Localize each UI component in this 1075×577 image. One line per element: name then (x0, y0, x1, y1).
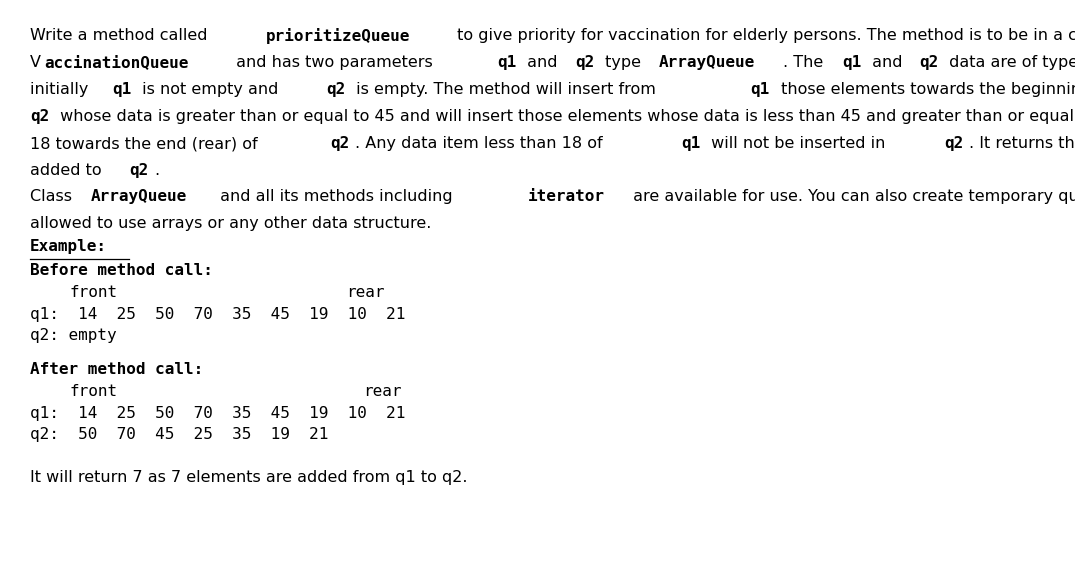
Text: accinationQueue: accinationQueue (44, 55, 189, 70)
Text: q1: q1 (842, 55, 861, 70)
Text: q1: q1 (498, 55, 517, 70)
Text: will not be inserted in: will not be inserted in (706, 136, 891, 151)
Text: q2: q2 (575, 55, 594, 70)
Text: rear: rear (346, 285, 385, 300)
Text: . The: . The (784, 55, 829, 70)
Text: V: V (30, 55, 41, 70)
Text: q2:  50  70  45  25  35  19  21: q2: 50 70 45 25 35 19 21 (30, 427, 329, 442)
Text: After method call:: After method call: (30, 362, 203, 377)
Text: is not empty and: is not empty and (137, 82, 284, 97)
Text: added to: added to (30, 163, 106, 178)
Text: prioritizeQueue: prioritizeQueue (266, 28, 411, 44)
Text: ArrayQueue: ArrayQueue (659, 55, 756, 70)
Text: q1: q1 (682, 136, 701, 151)
Text: q1:  14  25  50  70  35  45  19  10  21: q1: 14 25 50 70 35 45 19 10 21 (30, 406, 405, 421)
Text: ArrayQueue: ArrayQueue (91, 189, 187, 204)
Text: and: and (866, 55, 907, 70)
Text: front: front (70, 285, 118, 300)
Text: and all its methods including: and all its methods including (215, 189, 458, 204)
Text: front: front (70, 384, 118, 399)
Text: and: and (522, 55, 563, 70)
Text: initially: initially (30, 82, 94, 97)
Text: q2: q2 (919, 55, 938, 70)
Text: Write a method called: Write a method called (30, 28, 213, 43)
Text: . Any data item less than 18 of: . Any data item less than 18 of (355, 136, 608, 151)
Text: q2: q2 (129, 163, 148, 178)
Text: .: . (154, 163, 159, 178)
Text: is empty. The method will insert from: is empty. The method will insert from (350, 82, 661, 97)
Text: q2: q2 (944, 136, 963, 151)
Text: Class: Class (30, 189, 77, 204)
Text: rear: rear (363, 384, 402, 399)
Text: whose data is greater than or equal to 45 and will insert those elements whose d: whose data is greater than or equal to 4… (55, 109, 1075, 124)
Text: and has two parameters: and has two parameters (230, 55, 438, 70)
Text: Example:: Example: (30, 239, 108, 254)
Text: 18 towards the end (rear) of: 18 towards the end (rear) of (30, 136, 263, 151)
Text: Before method call:: Before method call: (30, 263, 213, 278)
Text: allowed to use arrays or any other data structure.: allowed to use arrays or any other data … (30, 216, 431, 231)
Text: to give priority for vaccination for elderly persons. The method is to be in a c: to give priority for vaccination for eld… (452, 28, 1075, 43)
Text: . It returns the number of elements: . It returns the number of elements (970, 136, 1075, 151)
Text: iterator: iterator (528, 189, 605, 204)
Text: q1: q1 (112, 82, 131, 97)
Text: q2: q2 (30, 109, 49, 124)
Text: type: type (600, 55, 646, 70)
Text: data are of type: data are of type (944, 55, 1075, 70)
Text: q2: empty: q2: empty (30, 328, 117, 343)
Text: q1: q1 (750, 82, 770, 97)
Text: are available for use. You can also create temporary queues. You are not: are available for use. You can also crea… (628, 189, 1075, 204)
Text: It will return 7 as 7 elements are added from q1 to q2.: It will return 7 as 7 elements are added… (30, 470, 468, 485)
Text: q1:  14  25  50  70  35  45  19  10  21: q1: 14 25 50 70 35 45 19 10 21 (30, 307, 405, 322)
Text: q2: q2 (326, 82, 345, 97)
Text: those elements towards the beginning of the queue (front): those elements towards the beginning of … (775, 82, 1075, 97)
Text: q2: q2 (330, 136, 349, 151)
